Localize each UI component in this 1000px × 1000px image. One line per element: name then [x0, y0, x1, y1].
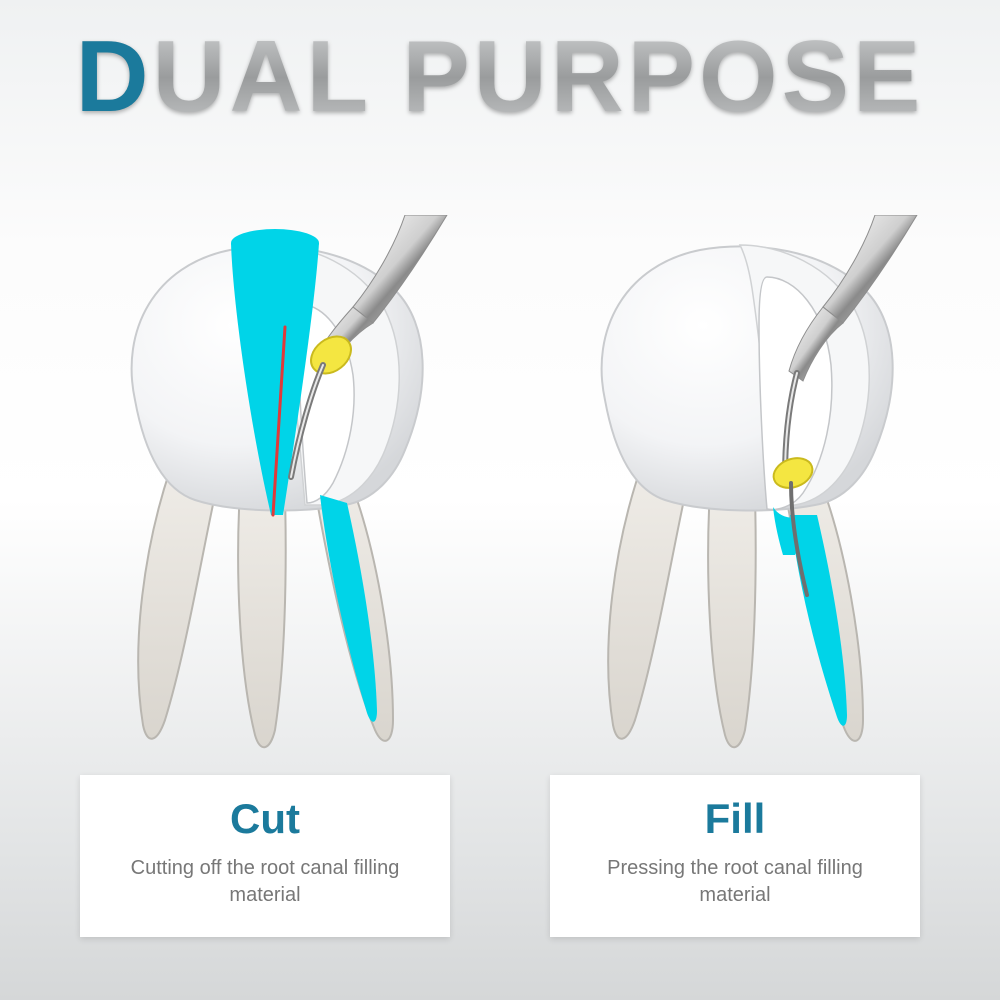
page-title: DUAL PURPOSE [0, 20, 1000, 135]
label-desc-fill: Pressing the root canal filling material [570, 855, 900, 909]
label-box-fill: Fill Pressing the root canal filling mat… [550, 775, 920, 937]
label-title-cut: Cut [100, 795, 430, 843]
label-box-cut: Cut Cutting off the root canal filling m… [80, 775, 450, 937]
panels-row: Cut Cutting off the root canal filling m… [0, 215, 1000, 937]
label-desc-cut: Cutting off the root canal filling mater… [100, 855, 430, 909]
label-title-fill: Fill [570, 795, 900, 843]
title-accent: D [76, 21, 153, 133]
panel-fill: Fill Pressing the root canal filling mat… [545, 215, 925, 937]
panel-cut: Cut Cutting off the root canal filling m… [75, 215, 455, 937]
title-rest: UAL PURPOSE [153, 21, 925, 133]
tooth-illustration-cut [75, 215, 455, 755]
tooth-illustration-fill [545, 215, 925, 755]
